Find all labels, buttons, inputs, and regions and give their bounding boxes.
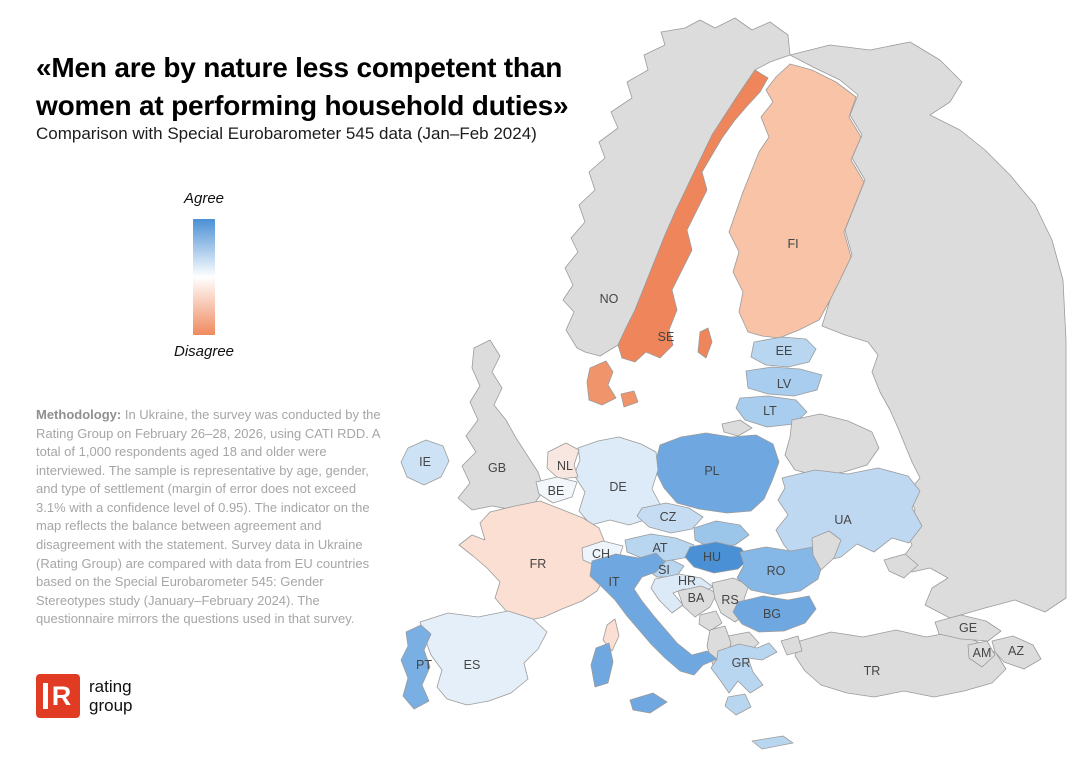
- title-line-2: women at performing household duties»: [36, 89, 569, 121]
- label-se: SE: [658, 330, 675, 344]
- label-nl: NL: [557, 459, 573, 473]
- country-estonia: [750, 336, 817, 368]
- label-hu: HU: [703, 550, 721, 564]
- country-czechia: [636, 502, 704, 534]
- label-ua: UA: [834, 513, 852, 527]
- logo-letter: R: [51, 680, 72, 711]
- logo-wordmark: rating group: [89, 677, 132, 715]
- label-az: AZ: [1008, 644, 1024, 658]
- label-de: DE: [609, 480, 626, 494]
- label-lt: LT: [763, 404, 777, 418]
- country-turkey: [794, 629, 1007, 698]
- peloponnese: [724, 693, 752, 716]
- legend-gradient-bar: [193, 219, 215, 335]
- label-ee: EE: [776, 344, 793, 358]
- sardinia-island: [590, 642, 614, 688]
- corsica-island: [602, 618, 620, 652]
- label-cz: CZ: [660, 510, 677, 524]
- label-hr: HR: [678, 574, 696, 588]
- country-azerbaijan: [991, 635, 1042, 670]
- methodology-label: Methodology:: [36, 407, 122, 422]
- country-sweden: [617, 69, 769, 363]
- country-finland: [728, 63, 865, 339]
- turkey-thrace: [780, 635, 803, 656]
- country-romania: [736, 546, 824, 596]
- label-gr: GR: [732, 656, 751, 670]
- methodology-note: Methodology: In Ukraine, the survey was …: [36, 406, 388, 629]
- country-hungary: [684, 541, 750, 574]
- kaliningrad-region: [721, 419, 753, 437]
- rating-group-logo-icon: R: [36, 674, 80, 718]
- denmark-island: [620, 390, 639, 408]
- label-rs: RS: [721, 593, 738, 607]
- country-france: [458, 500, 607, 622]
- gotland-island: [697, 327, 713, 359]
- label-ch: CH: [592, 547, 610, 561]
- country-georgia: [934, 614, 1002, 642]
- label-ie: IE: [419, 455, 431, 469]
- label-it: IT: [608, 575, 619, 589]
- methodology-text: In Ukraine, the survey was conducted by …: [36, 407, 381, 627]
- label-be: BE: [548, 484, 565, 498]
- crete-island: [751, 735, 794, 750]
- sicily-island: [629, 692, 668, 714]
- country-latvia: [745, 366, 823, 397]
- country-portugal: [400, 624, 432, 710]
- country-bosnia: [677, 585, 718, 618]
- label-no: NO: [600, 292, 619, 306]
- label-ro: RO: [767, 564, 786, 578]
- country-great-britain: [457, 339, 545, 511]
- label-tr: TR: [864, 664, 881, 678]
- rating-group-logo: R rating group: [36, 674, 132, 718]
- label-gb: GB: [488, 461, 506, 475]
- crimea-region: [883, 553, 919, 579]
- legend-disagree-label: Disagree: [173, 343, 235, 360]
- country-belarus: [784, 413, 880, 477]
- country-spain: [419, 610, 548, 706]
- country-italy: [589, 552, 718, 676]
- country-ireland: [400, 439, 450, 486]
- country-poland: [653, 432, 780, 514]
- country-belgium: [535, 476, 578, 504]
- title-line-1: «Men are by nature less competent than: [36, 51, 563, 83]
- color-legend: Agree Disagree: [166, 190, 242, 360]
- country-moldova: [811, 530, 842, 571]
- country-netherlands: [546, 442, 580, 480]
- label-es: ES: [464, 658, 481, 672]
- label-at: AT: [652, 541, 667, 555]
- logo-word-rating: rating: [89, 676, 132, 696]
- label-fi: FI: [787, 237, 798, 251]
- page-subtitle: Comparison with Special Eurobarometer 54…: [36, 124, 537, 143]
- label-lv: LV: [777, 377, 792, 391]
- label-ba: BA: [688, 591, 705, 605]
- country-greece: [710, 642, 778, 694]
- label-fr: FR: [530, 557, 547, 571]
- country-slovakia: [693, 520, 750, 548]
- logo-word-group: group: [89, 696, 133, 715]
- label-si: SI: [658, 563, 670, 577]
- label-bg: BG: [763, 607, 781, 621]
- country-denmark: [586, 360, 617, 406]
- country-bulgaria: [732, 595, 817, 633]
- label-pt: PT: [416, 658, 432, 672]
- label-pl: PL: [704, 464, 719, 478]
- country-montenegro: [698, 610, 723, 632]
- label-am: AM: [973, 646, 992, 660]
- label-ge: GE: [959, 621, 977, 635]
- country-armenia: [967, 640, 996, 668]
- legend-agree-label: Agree: [183, 190, 225, 207]
- page-title: «Men are by nature less competent than w…: [36, 49, 569, 125]
